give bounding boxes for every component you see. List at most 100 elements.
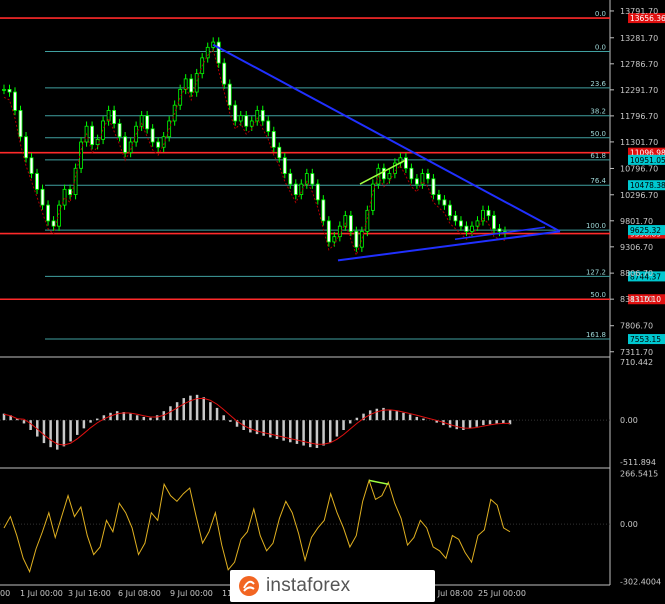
fib-level-label: 0.0 — [595, 44, 606, 52]
price-tag-box — [628, 13, 665, 24]
price-tick-label: 8311.70 — [620, 295, 653, 304]
candle-body — [156, 141, 161, 148]
candle-body — [238, 115, 243, 122]
candle-body — [90, 125, 94, 146]
candle-body — [95, 138, 100, 146]
candle-body — [332, 236, 337, 243]
fib-level-label: 76.4 — [590, 177, 606, 185]
candle-body — [255, 110, 260, 122]
fib-levels: 0.013656.3611096.989558.8950.08310.100.0… — [0, 10, 665, 345]
candle-body — [448, 204, 452, 217]
candle-body — [271, 131, 276, 148]
candle-body — [249, 120, 254, 127]
candle-body — [481, 209, 485, 222]
candle-body — [426, 173, 430, 180]
candle-body — [293, 183, 298, 195]
upper-trendline — [212, 43, 561, 233]
price-tag-label: 10951.05 — [630, 156, 665, 165]
candle-body — [492, 215, 496, 230]
price-tag-label: 8310.10 — [630, 295, 661, 304]
fib-level-label: 161.8 — [586, 331, 606, 339]
candle-body — [13, 91, 17, 111]
time-tick-label: 25 Jul 00:00 — [478, 589, 526, 598]
candle-body — [359, 231, 364, 248]
cci-pane — [0, 478, 610, 574]
macd-pane — [0, 394, 610, 450]
fib-level-label: 50.0 — [590, 130, 606, 138]
candle-body — [431, 178, 436, 195]
candle-body — [24, 136, 28, 159]
candle-body — [128, 141, 133, 153]
price-tag-label: 9625.32 — [630, 226, 661, 235]
candle-body — [282, 157, 287, 174]
candle-body — [68, 188, 72, 195]
price-tick-label: 7806.70 — [620, 322, 653, 331]
price-tag-box — [628, 294, 665, 305]
candle-body — [35, 173, 39, 190]
candle-body — [277, 146, 282, 159]
candle-body — [40, 188, 45, 206]
price-tag-label: 13656.36 — [630, 14, 665, 23]
osc1-tick-label: -511.894 — [620, 458, 656, 467]
cci-line — [3, 478, 511, 574]
price-tick-label: 10796.70 — [620, 164, 658, 173]
candle-body — [288, 173, 293, 185]
candle-body — [304, 173, 309, 185]
price-tick-label: 11301.70 — [620, 138, 658, 147]
candle-body — [409, 167, 414, 180]
price-tick-label: 12291.70 — [620, 86, 658, 95]
candle-body — [145, 115, 150, 130]
fib-level-label: 61.8 — [590, 152, 606, 160]
divergence-line — [359, 159, 406, 185]
fib-level-label: 127.2 — [586, 268, 606, 276]
moving-average-line — [3, 49, 506, 257]
price-tick-label: 13791.70 — [620, 7, 658, 16]
candle-body — [222, 62, 227, 85]
price-tag-box — [628, 180, 665, 191]
lower-trendline — [337, 230, 561, 262]
candle-body — [392, 162, 397, 174]
price-tick-label: 9306.70 — [620, 243, 653, 252]
candle-body — [326, 220, 331, 243]
candle-body — [7, 89, 12, 93]
candle-body — [464, 225, 469, 232]
candle-body — [205, 46, 210, 59]
osc2-tick-label: 266.5415 — [620, 469, 658, 478]
trendlines[interactable] — [212, 43, 561, 262]
candle-body — [244, 115, 249, 127]
candle-body — [233, 104, 238, 122]
instaforex-watermark: instaforex — [230, 570, 435, 602]
price-tag-box — [628, 154, 665, 165]
time-tick-label: 1 Jul 00:00 — [20, 589, 63, 598]
candle-body — [62, 188, 67, 206]
candle-body — [216, 41, 221, 64]
candle-body — [497, 228, 502, 232]
candle-body — [310, 173, 315, 185]
candle-body — [321, 199, 326, 222]
price-tick-label: 9801.70 — [620, 217, 653, 226]
chart-grid — [0, 0, 611, 585]
support-line — [454, 226, 546, 241]
time-tick-label: 9 Jul 00:00 — [170, 589, 213, 598]
candle-body — [106, 110, 111, 122]
candle-body — [420, 173, 425, 185]
candle-body — [161, 136, 166, 148]
price-tag-box — [628, 271, 665, 282]
watermark-text: instaforex — [266, 575, 351, 596]
osc2-tick-label: -302.4004 — [620, 578, 661, 587]
candle-body — [365, 209, 370, 232]
price-tick-label: 12786.70 — [620, 60, 658, 69]
price-tag-label: 10478.38 — [630, 181, 665, 190]
candle-body — [348, 215, 353, 232]
fib-level-label: 0.0 — [595, 10, 606, 18]
candle-body — [470, 225, 474, 232]
candle-body — [112, 110, 117, 124]
time-tick-label: 00 — [0, 589, 10, 598]
time-tick-label: 6 Jul 08:00 — [118, 589, 161, 598]
price-tag-box — [628, 225, 665, 236]
candle-body — [260, 110, 265, 122]
candle-body — [73, 167, 78, 195]
price-tag-label: 11096.98 — [630, 149, 665, 158]
